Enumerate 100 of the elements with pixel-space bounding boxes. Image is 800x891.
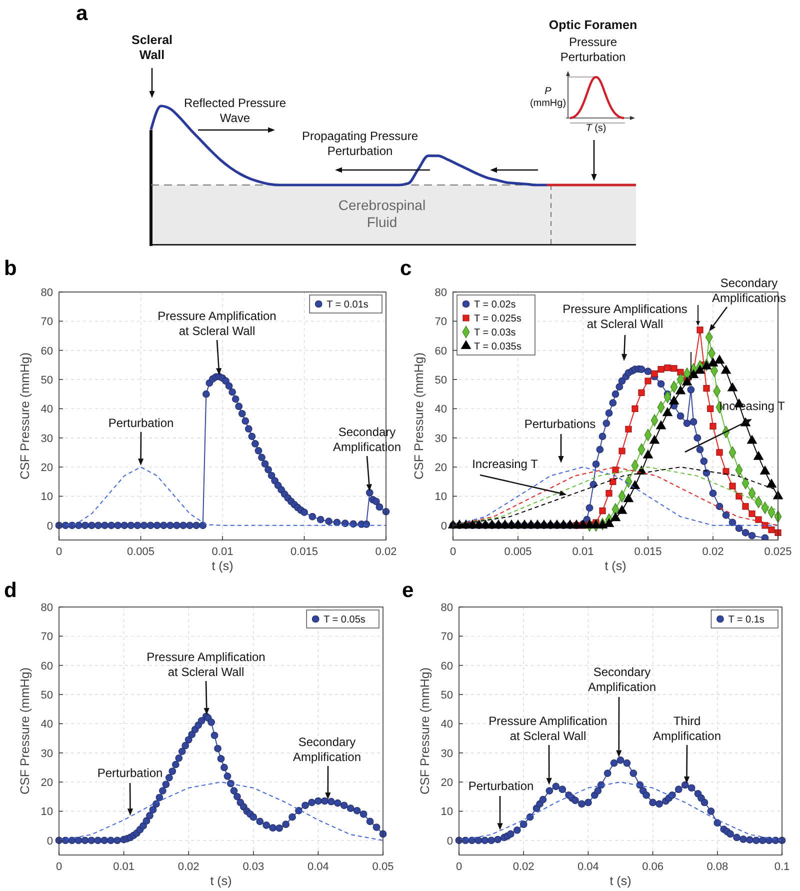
- annotation: Perturbation: [97, 766, 163, 780]
- y-axis-title: CSF Pressure (mmHg): [412, 352, 426, 480]
- point: [598, 432, 606, 440]
- y-tick-label: 70: [40, 316, 53, 328]
- point: [748, 532, 756, 540]
- text: Cerebrospinal Fluid: [338, 197, 426, 230]
- point: [708, 358, 718, 366]
- x-tick-label: 0.02: [178, 861, 200, 873]
- y-tick-label: 40: [40, 404, 53, 416]
- y-tick-label: 80: [40, 287, 53, 299]
- x-tick-label: 0.015: [290, 546, 318, 558]
- text: Scleral Wall: [131, 33, 173, 62]
- y-tick-label: 0: [440, 520, 447, 532]
- point: [728, 382, 738, 392]
- point: [584, 798, 592, 806]
- y-tick-label: 30: [40, 432, 53, 445]
- point: [714, 354, 724, 364]
- point: [761, 534, 769, 540]
- annotation: T (s): [586, 123, 606, 134]
- y-tick-label: 50: [40, 374, 53, 387]
- point: [617, 505, 627, 514]
- annotation: Pressure Amplification at Scleral Wall: [488, 714, 608, 743]
- annotation: Increasing T: [472, 457, 539, 471]
- point: [578, 800, 586, 808]
- point: [746, 836, 754, 844]
- y-tick-label: 10: [434, 491, 447, 504]
- point: [488, 836, 495, 844]
- legend-label: T = 0.05s: [324, 614, 366, 626]
- y-tick-label: 80: [40, 602, 53, 614]
- x-tick-label: 0.05: [372, 861, 394, 873]
- x-tick-label: 0: [56, 861, 62, 873]
- point: [594, 787, 602, 794]
- point: [612, 466, 619, 474]
- point: [736, 492, 742, 500]
- point: [590, 480, 598, 488]
- x-tick-label: 0.005: [504, 546, 532, 558]
- point: [690, 418, 698, 426]
- y-axis-title: CSF Pressure (mmHg): [418, 667, 432, 795]
- x-tick-label: 0.02: [512, 861, 534, 873]
- point: [755, 516, 762, 523]
- point: [632, 405, 638, 412]
- point: [752, 836, 760, 844]
- x-axis-title: t (s): [610, 874, 632, 888]
- point: [754, 451, 764, 460]
- point: [683, 420, 691, 427]
- x-tick-label: 0.01: [113, 861, 135, 873]
- point: [591, 520, 601, 528]
- point: [513, 826, 521, 834]
- x-tick-label: 0.08: [706, 861, 728, 873]
- x-tick-label: 0.06: [642, 861, 664, 873]
- point: [642, 792, 650, 799]
- point: [494, 836, 502, 844]
- point: [651, 370, 658, 377]
- y-tick-label: 30: [40, 748, 53, 760]
- y-tick-label: 20: [40, 462, 53, 474]
- y-tick-label: 60: [40, 345, 53, 358]
- legend-label: T = 0.025s: [474, 314, 522, 324]
- point: [674, 786, 682, 794]
- point: [605, 409, 613, 417]
- point: [729, 482, 736, 490]
- text: Optic Foramen: [548, 18, 638, 32]
- point: [742, 503, 749, 510]
- y-tick-label: 20: [434, 462, 447, 474]
- annotation: Perturbation: [468, 779, 534, 793]
- x-axis-title: t (s): [604, 559, 626, 573]
- point: [630, 480, 640, 490]
- x-tick-label: 0.03: [242, 861, 264, 873]
- point: [733, 834, 740, 842]
- x-tick-label: 0.005: [126, 546, 155, 558]
- y-tick-label: 20: [40, 777, 53, 790]
- y-tick-label: 10: [40, 806, 53, 818]
- chart-title: d: [4, 579, 17, 602]
- y-tick-label: 50: [440, 690, 453, 702]
- point: [695, 365, 705, 374]
- point: [664, 364, 671, 372]
- point: [625, 426, 632, 432]
- point: [546, 787, 554, 794]
- point: [677, 368, 684, 376]
- point: [696, 446, 704, 454]
- annotation: Pressure Amplifications at Scleral Wall: [562, 302, 688, 331]
- point: [552, 782, 560, 790]
- y-tick-label: 60: [40, 660, 53, 672]
- point: [610, 759, 618, 767]
- point: [638, 366, 646, 373]
- y-tick-label: 30: [440, 748, 453, 760]
- point: [702, 469, 710, 477]
- legend-label: T = 0.02s: [474, 300, 516, 310]
- x-tick-label: 0.04: [307, 861, 329, 873]
- point: [774, 529, 782, 536]
- annotation: Pressure Amplification at Scleral Wall: [146, 650, 266, 679]
- point: [681, 781, 689, 789]
- point: [709, 490, 717, 497]
- y-tick-label: 70: [40, 631, 53, 644]
- annotation: Secondary Amplification: [588, 665, 656, 694]
- point: [610, 512, 620, 522]
- x-tick-label: 0.015: [634, 546, 662, 558]
- annotation: Perturbations: [524, 417, 596, 431]
- x-axis-title: t (s): [212, 559, 234, 573]
- annotation: Pressure Amplification at Scleral Wall: [158, 309, 276, 338]
- point: [728, 518, 736, 526]
